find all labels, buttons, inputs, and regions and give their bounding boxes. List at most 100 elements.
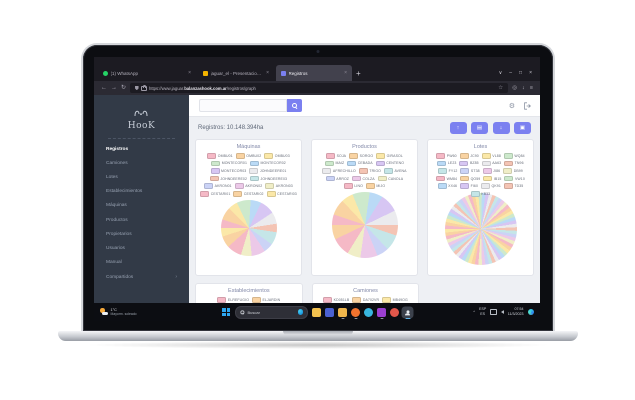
sidebar-item-lotes[interactable]: Lotes <box>94 170 189 184</box>
sidebar-item-usuarios[interactable]: Usuarios <box>94 241 189 255</box>
reload-button[interactable]: ↻ <box>121 85 127 91</box>
legend-item: QO59 <box>460 175 481 182</box>
close-button[interactable]: × <box>529 70 532 76</box>
legend-label: MONTECOR02 <box>260 161 286 166</box>
new-tab-button[interactable]: + <box>356 69 361 78</box>
taskbar-clock[interactable]: 07:54 11/3/2023 <box>508 307 524 316</box>
running-indicator <box>354 317 357 319</box>
menu-icon[interactable]: ≡ <box>529 85 533 91</box>
mail-icon[interactable] <box>377 307 386 319</box>
taskbar-search-label: Buscar <box>247 309 260 315</box>
legend-label: JI86 <box>493 168 501 173</box>
back-button[interactable]: ← <box>101 85 107 91</box>
legend-label: OMBU03 <box>274 153 290 158</box>
legend-label: QO59 <box>470 176 481 181</box>
list-tabs-button[interactable]: ∨ <box>498 70 503 76</box>
site-favicon-icon <box>281 70 286 76</box>
legend-label: MIJO <box>376 184 386 189</box>
sidebar-item-maquinas[interactable]: Máquinas <box>94 199 189 213</box>
running-indicator <box>405 317 410 319</box>
bookmark-star-icon[interactable]: ☆ <box>498 85 504 91</box>
photos-icon[interactable] <box>390 307 399 317</box>
file-explorer-icon[interactable] <box>312 307 321 317</box>
legend-swatch <box>233 190 243 197</box>
app-logo[interactable]: HooK <box>128 104 155 131</box>
legend-swatch <box>436 153 446 159</box>
sidebar-item-propietarios[interactable]: Propietarios <box>94 227 189 241</box>
settings-gear-icon[interactable]: ⚙ <box>508 102 515 110</box>
legend-label: AKRON02 <box>245 184 263 189</box>
legend-item: MONTECOR03 <box>210 168 247 174</box>
legend-swatch <box>437 160 447 167</box>
legend-item: IB15 <box>483 175 501 182</box>
logout-icon[interactable] <box>523 101 531 110</box>
legend-item: VL88 <box>481 153 501 159</box>
legend-swatch <box>352 175 362 182</box>
taskbar-search[interactable]: Buscar <box>234 305 308 319</box>
download-button[interactable]: ↓ <box>492 122 510 134</box>
legend-item: MONTECOR02 <box>250 160 286 167</box>
action-buttons: ↑ ▤ ↓ ▣ <box>449 122 531 134</box>
legend-item: ELJARDIN <box>252 297 280 303</box>
onedrive-icon[interactable] <box>490 309 497 315</box>
table-button[interactable]: ▤ <box>471 122 488 134</box>
forward-button[interactable]: → <box>111 85 117 91</box>
legend-item: JOHNDEERE03 <box>250 175 287 182</box>
tab-close-icon[interactable]: × <box>188 70 191 76</box>
legend-item: JC90 <box>459 153 479 159</box>
bing-icon <box>297 309 303 315</box>
legend-label: LINO <box>354 184 363 189</box>
legend-item: GIRASOL <box>376 153 403 159</box>
search-input[interactable] <box>199 99 287 112</box>
cards-row-2: Establecimientos ELREFUGIO ELJARDIN Camione… <box>189 281 540 303</box>
legend-swatch <box>503 183 513 189</box>
tracking-shield-icon[interactable] <box>135 85 139 91</box>
browser-tab-jaguarelpresentacionesd[interactable]: jaguar_el - Presentaciones d × <box>198 65 274 81</box>
https-lock-icon[interactable] <box>141 85 147 92</box>
browser-tab-1whatsapp[interactable]: (1) WhatsApp × <box>98 65 196 81</box>
user-session-icon[interactable] <box>403 307 412 319</box>
sidebar-item-camiones[interactable]: Camiones <box>94 156 189 170</box>
maximize-button[interactable]: □ <box>519 70 523 76</box>
sidebar-item-label: Productos <box>106 217 128 223</box>
firefox-icon[interactable] <box>351 307 360 319</box>
edge-icon[interactable] <box>364 307 373 317</box>
content-blocker-icon[interactable]: ◎ <box>512 85 518 91</box>
tray-chevron-icon[interactable]: ^ <box>473 309 476 314</box>
legend-swatch <box>481 183 491 189</box>
notification-center-icon[interactable] <box>527 308 534 316</box>
chart-legend: KD051LB DA702VR MB49OG <box>315 297 417 303</box>
weather-widget[interactable]: 1°C Mayorm. soleado <box>100 308 137 317</box>
sidebar-item-establecimientos[interactable]: Establecimientos <box>94 185 189 199</box>
browser-tab-registros[interactable]: Registros × <box>276 65 352 81</box>
search-button[interactable] <box>287 99 302 112</box>
upload-button[interactable]: ↑ <box>449 122 467 134</box>
chat-app-icon[interactable] <box>325 307 334 317</box>
sidebar-item-productos[interactable]: Productos <box>94 213 189 227</box>
url-bar[interactable]: https://www.jaguar.balanzashook.com.ar/r… <box>130 83 509 93</box>
export-button[interactable]: ▣ <box>514 122 531 134</box>
running-indicator <box>341 317 344 319</box>
windows-start-button[interactable] <box>222 308 230 316</box>
tab-close-icon[interactable]: × <box>344 70 347 76</box>
legend-swatch <box>250 160 259 167</box>
legend-label: PW60 <box>446 153 457 158</box>
legend-item: JOHNDEERE02 <box>209 175 247 182</box>
folder-icon[interactable] <box>338 307 347 319</box>
sidebar-item-manual[interactable]: Manual <box>94 256 189 270</box>
sidebar-item-compartidos[interactable]: Compartidos › <box>94 270 189 285</box>
sidebar-item-registros[interactable]: Registros <box>94 142 189 156</box>
tab-close-icon[interactable]: × <box>266 70 269 76</box>
minimize-button[interactable]: – <box>509 70 513 76</box>
legend-item: PW60 <box>436 153 457 159</box>
legend-label: KB33 <box>481 191 491 196</box>
whatsapp-icon <box>103 70 108 76</box>
language-indicator[interactable]: ESP ES <box>479 307 487 316</box>
taskbar-search-icon <box>240 310 245 315</box>
volume-icon[interactable] <box>500 310 504 314</box>
legend-swatch <box>326 153 336 159</box>
downloads-icon[interactable]: ↓ <box>522 85 525 91</box>
legend-swatch <box>210 168 220 174</box>
legend-swatch <box>459 153 469 159</box>
legend-label: CESTARI01 <box>210 191 231 196</box>
